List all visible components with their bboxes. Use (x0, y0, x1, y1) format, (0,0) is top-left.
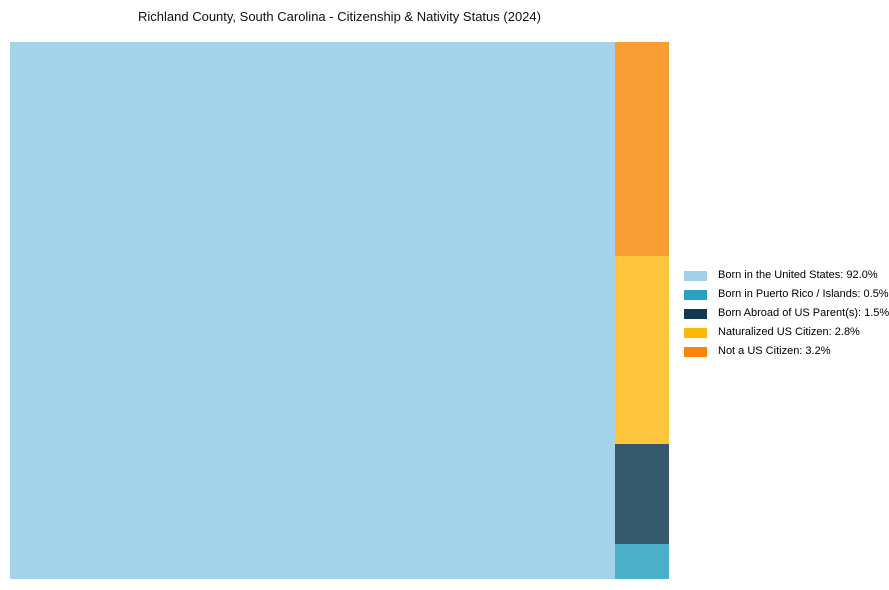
legend-item-born-abroad[interactable]: Born Abroad of US Parent(s): 1.5% (684, 304, 889, 323)
treemap-segment-not-us-citizen[interactable] (615, 42, 669, 256)
legend-item-naturalized-citizen[interactable]: Naturalized US Citizen: 2.8% (684, 323, 889, 342)
treemap-segment-born-abroad[interactable] (615, 444, 669, 544)
legend-label: Born in Puerto Rico / Islands: 0.5% (718, 288, 889, 300)
legend-item-not-us-citizen[interactable]: Not a US Citizen: 3.2% (684, 342, 889, 361)
legend-label: Born in the United States: 92.0% (718, 269, 878, 281)
legend-swatch-not-us-citizen (684, 346, 707, 357)
legend-item-puerto-rico[interactable]: Born in Puerto Rico / Islands: 0.5% (684, 285, 889, 304)
legend-swatch-born-in-us (684, 270, 707, 281)
legend-swatch-puerto-rico (684, 289, 707, 300)
treemap (10, 42, 669, 579)
legend-swatch-naturalized-citizen (684, 327, 707, 338)
treemap-segment-naturalized-citizen[interactable] (615, 256, 669, 444)
legend-swatch-born-abroad (684, 308, 707, 319)
chart-legend: Born in the United States: 92.0% Born in… (684, 266, 889, 361)
legend-item-born-in-us[interactable]: Born in the United States: 92.0% (684, 266, 889, 285)
treemap-segment-puerto-rico[interactable] (615, 544, 669, 579)
treemap-segment-born-in-us[interactable] (10, 42, 615, 579)
chart-title: Richland County, South Carolina - Citize… (138, 9, 541, 24)
legend-label: Not a US Citizen: 3.2% (718, 345, 831, 357)
legend-label: Naturalized US Citizen: 2.8% (718, 326, 860, 338)
legend-label: Born Abroad of US Parent(s): 1.5% (718, 307, 889, 319)
treemap-minor-column (615, 42, 669, 579)
